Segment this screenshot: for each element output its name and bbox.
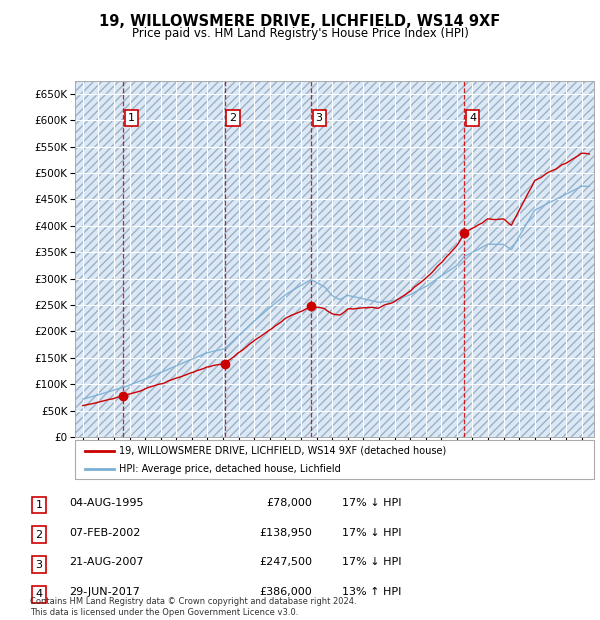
Text: 1: 1	[35, 500, 43, 510]
Text: 17% ↓ HPI: 17% ↓ HPI	[342, 498, 401, 508]
Text: 3: 3	[35, 560, 43, 570]
Text: 13% ↑ HPI: 13% ↑ HPI	[342, 587, 401, 597]
FancyBboxPatch shape	[75, 440, 594, 479]
Text: 19, WILLOWSMERE DRIVE, LICHFIELD, WS14 9XF (detached house): 19, WILLOWSMERE DRIVE, LICHFIELD, WS14 9…	[119, 446, 446, 456]
Text: HPI: Average price, detached house, Lichfield: HPI: Average price, detached house, Lich…	[119, 464, 341, 474]
Text: 4: 4	[35, 590, 43, 600]
Text: 2: 2	[35, 530, 43, 540]
Text: Price paid vs. HM Land Registry's House Price Index (HPI): Price paid vs. HM Land Registry's House …	[131, 27, 469, 40]
Text: £247,500: £247,500	[259, 557, 312, 567]
Text: 2: 2	[229, 113, 236, 123]
Text: 3: 3	[316, 113, 323, 123]
Text: £78,000: £78,000	[266, 498, 312, 508]
Text: 21-AUG-2007: 21-AUG-2007	[69, 557, 143, 567]
Text: 4: 4	[469, 113, 476, 123]
Text: 29-JUN-2017: 29-JUN-2017	[69, 587, 140, 597]
Text: 07-FEB-2002: 07-FEB-2002	[69, 528, 140, 538]
Text: 19, WILLOWSMERE DRIVE, LICHFIELD, WS14 9XF: 19, WILLOWSMERE DRIVE, LICHFIELD, WS14 9…	[100, 14, 500, 29]
Text: £386,000: £386,000	[259, 587, 312, 597]
Text: £138,950: £138,950	[259, 528, 312, 538]
Text: 04-AUG-1995: 04-AUG-1995	[69, 498, 143, 508]
Text: 1: 1	[128, 113, 135, 123]
Text: 17% ↓ HPI: 17% ↓ HPI	[342, 528, 401, 538]
Text: 17% ↓ HPI: 17% ↓ HPI	[342, 557, 401, 567]
Text: Contains HM Land Registry data © Crown copyright and database right 2024.
This d: Contains HM Land Registry data © Crown c…	[30, 598, 356, 617]
